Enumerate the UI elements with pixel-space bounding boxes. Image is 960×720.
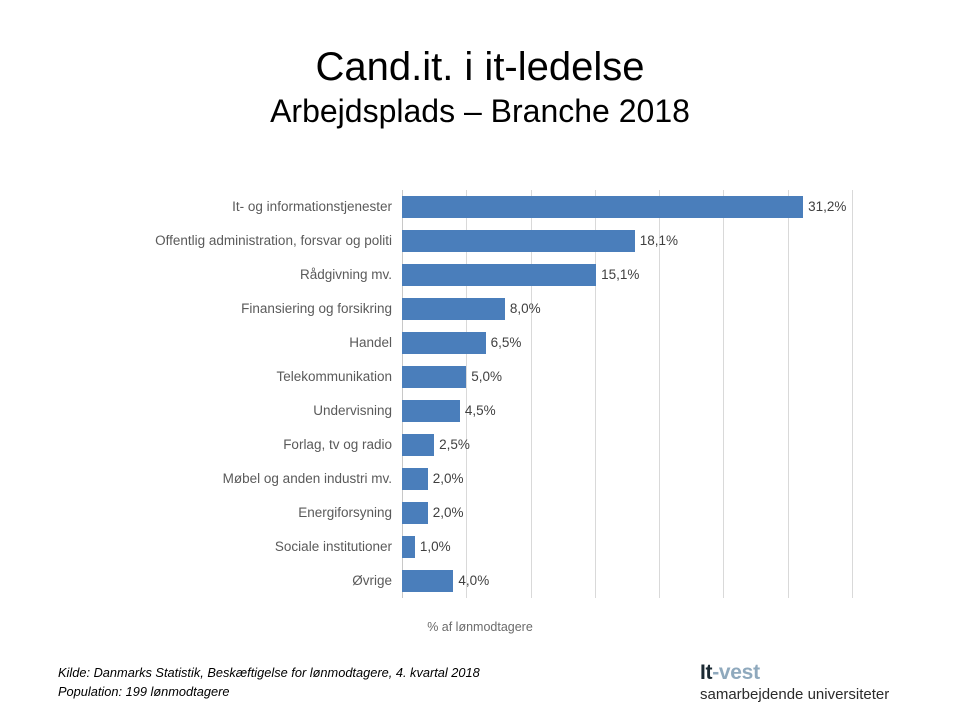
category-label: Rådgivning mv. xyxy=(299,267,392,282)
gridline-5 xyxy=(466,190,467,598)
category-label: Møbel og anden industri mv. xyxy=(222,471,392,486)
bar-row[interactable]: 8,0% xyxy=(402,292,853,326)
plot-area: 31,2% 18,1% 15,1% 8,0% 6,5% 5,0% 4,5% 2,5% 2,0% 2… xyxy=(402,190,853,598)
gridline-30 xyxy=(788,190,789,598)
bar-row[interactable]: 4,5% xyxy=(402,394,853,428)
title-block: Cand.it. i it-ledelse Arbejdsplads – Bra… xyxy=(0,44,960,132)
bar-row[interactable]: 18,1% xyxy=(402,224,853,258)
bar-row[interactable]: 5,0% xyxy=(402,360,853,394)
category-label: Undervisning xyxy=(313,403,392,418)
bar-row[interactable]: 1,0% xyxy=(402,530,853,564)
category-label: Finansiering og forsikring xyxy=(241,301,392,316)
logo-tagline: samarbejdende universiteter xyxy=(700,686,890,703)
bar[interactable] xyxy=(402,264,597,286)
bar[interactable] xyxy=(402,570,454,592)
category-label: Forlag, tv og radio xyxy=(283,437,392,452)
bar-value-label: 2,0% xyxy=(432,505,464,520)
gridline-35 xyxy=(852,190,853,598)
gridline-0 xyxy=(402,190,403,598)
it-vest-logo: It-vest samarbejdende universiteter xyxy=(700,660,940,705)
category-label: Handel xyxy=(349,335,392,350)
bar-value-label: 5,0% xyxy=(471,369,503,384)
bar[interactable] xyxy=(402,400,460,422)
source-line-2: Population: 199 lønmodtagere xyxy=(58,684,230,699)
gridline-20 xyxy=(659,190,660,598)
category-label: Telekommunikation xyxy=(276,369,392,384)
gridline-25 xyxy=(723,190,724,598)
category-label: Sociale institutioner xyxy=(274,539,392,554)
category-axis: It- og informationstjenester Offentlig ad… xyxy=(80,190,392,598)
page-subtitle: Arbejdsplads – Branche 2018 xyxy=(270,93,690,129)
category-label: Offentlig administration, forsvar og pol… xyxy=(155,233,392,248)
gridlines xyxy=(402,190,853,598)
bar[interactable] xyxy=(402,468,428,490)
gridline-10 xyxy=(531,190,532,598)
bar-row[interactable]: 4,0% xyxy=(402,564,853,598)
bar-row[interactable]: 2,5% xyxy=(402,428,853,462)
source-note: Kilde: Danmarks Statistik, Beskæftigelse… xyxy=(58,663,480,701)
logo-wordmark: It-vest xyxy=(700,660,940,685)
bar-value-label: 8,0% xyxy=(509,301,541,316)
value-axis-title: % af lønmodtagere xyxy=(427,620,533,634)
bar[interactable] xyxy=(402,196,804,218)
bar-row[interactable]: 15,1% xyxy=(402,258,853,292)
category-label: It- og informationstjenester xyxy=(232,199,392,214)
bar-value-label: 4,5% xyxy=(464,403,496,418)
bar-series: 31,2% 18,1% 15,1% 8,0% 6,5% 5,0% 4,5% 2,5% 2,0% 2… xyxy=(402,190,853,598)
bar-row[interactable]: 2,0% xyxy=(402,496,853,530)
page-title: Cand.it. i it-ledelse xyxy=(315,45,645,89)
bar-row[interactable]: 31,2% xyxy=(402,190,853,224)
logo-word-vest: -vest xyxy=(712,661,760,684)
bar-row[interactable]: 6,5% xyxy=(402,326,853,360)
bar-value-label: 31,2% xyxy=(808,199,847,214)
logo-word-it: It xyxy=(700,661,713,684)
bar[interactable] xyxy=(402,536,415,558)
source-line-1: Kilde: Danmarks Statistik, Beskæftigelse… xyxy=(58,665,480,680)
bar-row[interactable]: 2,0% xyxy=(402,462,853,496)
bar-value-label: 18,1% xyxy=(639,233,678,248)
bar-value-label: 2,5% xyxy=(439,437,470,452)
bar[interactable] xyxy=(402,230,635,252)
bar-value-label: 2,0% xyxy=(432,471,464,486)
bar-value-label: 6,5% xyxy=(490,335,522,350)
bar[interactable] xyxy=(402,366,467,388)
bar-value-label: 15,1% xyxy=(601,267,640,282)
bar-value-label: 1,0% xyxy=(419,539,451,554)
category-label: Energiforsyning xyxy=(298,505,392,520)
bar-chart: It- og informationstjenester Offentlig ad… xyxy=(0,185,960,605)
bar[interactable] xyxy=(402,298,505,320)
bar-value-label: 4,0% xyxy=(458,573,490,588)
bar[interactable] xyxy=(402,434,435,456)
category-label: Øvrige xyxy=(352,573,392,588)
bar[interactable] xyxy=(402,332,486,354)
bar[interactable] xyxy=(402,502,428,524)
gridline-15 xyxy=(595,190,596,598)
